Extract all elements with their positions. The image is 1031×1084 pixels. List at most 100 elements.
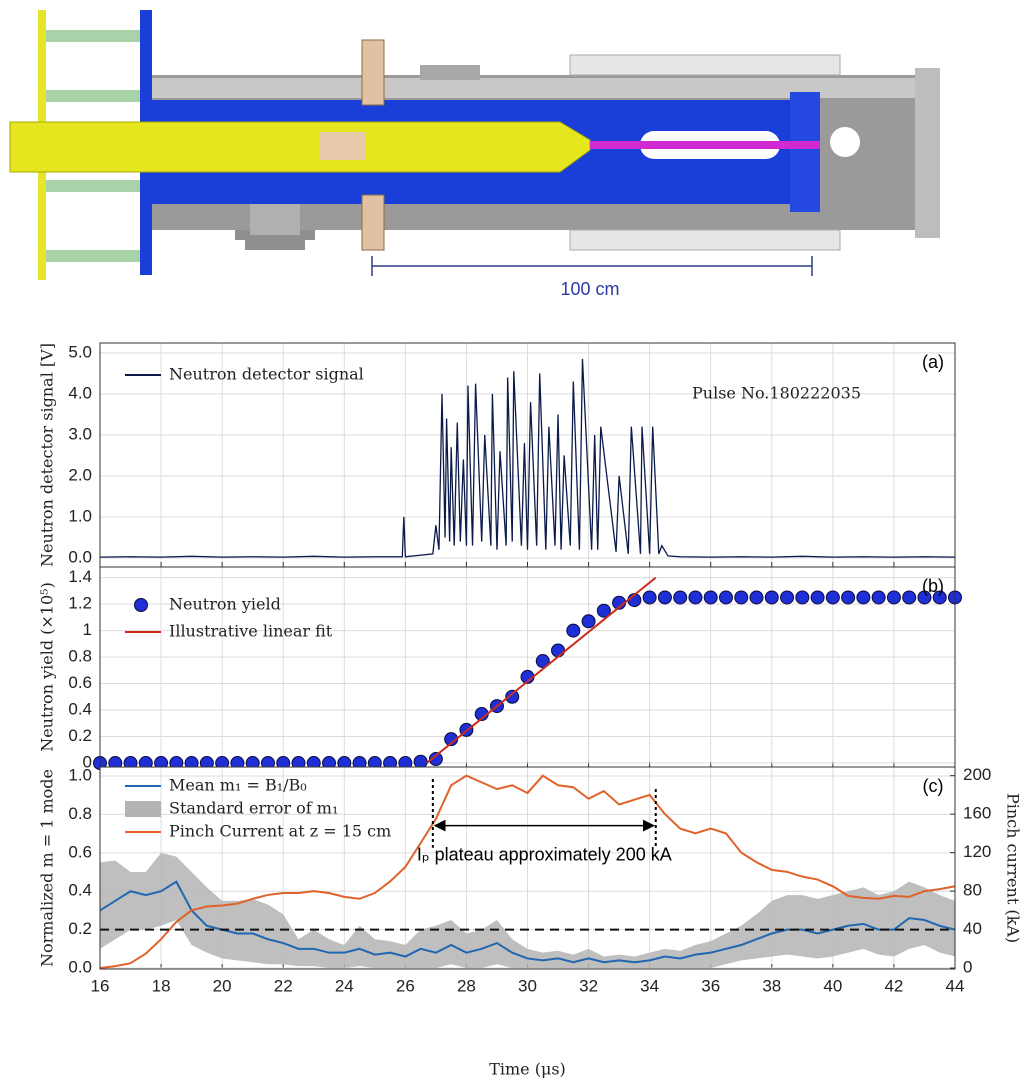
y-tick-label: 1.2 xyxy=(68,594,92,613)
y2-tick-label: 80 xyxy=(963,881,982,900)
x-tick-label: 30 xyxy=(518,976,537,995)
legend-swatch xyxy=(125,801,161,817)
port xyxy=(570,230,840,250)
window xyxy=(830,127,860,157)
panel-label: (c) xyxy=(923,776,944,796)
data-point xyxy=(811,591,824,604)
legend-label: Illustrative linear fit xyxy=(169,622,333,641)
y-tick-label: 0.6 xyxy=(68,842,92,861)
y-tick-label: 4.0 xyxy=(68,383,92,402)
data-point xyxy=(552,644,565,657)
feedthrough xyxy=(362,195,384,250)
data-point xyxy=(735,591,748,604)
x-tick-label: 22 xyxy=(274,976,293,995)
y2-tick-label: 40 xyxy=(963,919,982,938)
y-tick-label: 5.0 xyxy=(68,342,92,361)
data-point xyxy=(903,591,916,604)
figure: 100 cm 0.0 1.0 2.0 3.0 4.0 5.0 Neutron detecto… xyxy=(0,0,1031,1084)
vessel-highlight xyxy=(150,78,940,98)
y-axis-label: Neutron yield (×10⁵) xyxy=(38,582,57,752)
scale-label: 100 cm xyxy=(560,279,619,299)
y-tick-label: 0.8 xyxy=(68,647,92,666)
y2-tick-label: 160 xyxy=(963,804,991,823)
x-tick-label: 36 xyxy=(701,976,720,995)
y-tick-label: 0.0 xyxy=(68,547,92,566)
x-tick-label: 40 xyxy=(823,976,842,995)
data-point xyxy=(857,591,870,604)
page: {"diagram":{"scale_label":"100 cm"}, "ch… xyxy=(0,0,1031,1084)
y-tick-label: 0.0 xyxy=(68,958,92,977)
x-tick-label: 24 xyxy=(335,976,354,995)
data-point xyxy=(781,591,794,604)
legend-label: Pinch Current at z = 15 cm xyxy=(169,822,391,841)
legend-swatch xyxy=(135,599,148,612)
y-tick-label: 1 xyxy=(83,620,92,639)
insert xyxy=(320,132,365,160)
data-point xyxy=(567,624,580,637)
data-point xyxy=(826,591,839,604)
rod xyxy=(40,30,140,42)
x-tick-label: 28 xyxy=(457,976,476,995)
x-tick-label: 26 xyxy=(396,976,415,995)
y-tick-label: 0.4 xyxy=(68,881,92,900)
y-tick-label: 0.2 xyxy=(68,726,92,745)
data-point xyxy=(704,591,717,604)
data-point xyxy=(414,755,427,768)
y-tick-label: 0.2 xyxy=(68,919,92,938)
legend-label: Neutron detector signal xyxy=(169,365,364,384)
y-tick-label: 0.8 xyxy=(68,804,92,823)
data-point xyxy=(887,591,900,604)
y-tick-label: 2.0 xyxy=(68,465,92,484)
data-point xyxy=(689,591,702,604)
y-axis-label: Normalized m = 1 mode xyxy=(38,769,57,967)
annotation: Pulse No.180222035 xyxy=(692,384,861,403)
x-tick-label: 18 xyxy=(152,976,171,995)
data-point xyxy=(750,591,763,604)
panel-label: (b) xyxy=(922,576,944,596)
data-point xyxy=(796,591,809,604)
data-point xyxy=(643,591,656,604)
legend-label: Mean m₁ = B₁/B₀ xyxy=(169,776,307,795)
panel-label: (a) xyxy=(922,352,944,372)
y2-tick-label: 200 xyxy=(963,765,991,784)
inner-electrode xyxy=(10,122,590,172)
legend-label: Standard error of m₁ xyxy=(169,799,338,818)
x-tick-label: 44 xyxy=(946,976,965,995)
y-tick-label: 3.0 xyxy=(68,424,92,443)
y-tick-label: 1.0 xyxy=(68,766,92,785)
y-tick-label: 1.0 xyxy=(68,506,92,525)
rod xyxy=(40,180,140,192)
y-axis-label: Neutron detector signal [V] xyxy=(38,343,57,567)
data-point xyxy=(842,591,855,604)
plateau-label: Iₚ plateau approximately 200 kA xyxy=(417,844,672,864)
x-tick-label: 42 xyxy=(884,976,903,995)
x-tick-label: 16 xyxy=(91,976,110,995)
flange xyxy=(420,65,480,80)
data-point xyxy=(872,591,885,604)
y2-tick-label: 0 xyxy=(963,958,972,977)
data-point xyxy=(582,615,595,628)
device-diagram: 100 cm xyxy=(10,10,940,299)
y2-axis-label: Pinch current (kA) xyxy=(1004,793,1023,943)
x-axis-label: Time (μs) xyxy=(489,1060,566,1079)
y2-tick-label: 120 xyxy=(963,842,991,861)
y-tick-label: 0.6 xyxy=(68,673,92,692)
end-plate xyxy=(790,92,820,212)
data-point xyxy=(719,591,732,604)
legend-label: Neutron yield xyxy=(169,595,281,614)
data-point xyxy=(765,591,778,604)
rod xyxy=(40,90,140,102)
x-tick-label: 32 xyxy=(579,976,598,995)
x-tick-label: 38 xyxy=(762,976,781,995)
plasma xyxy=(590,141,820,149)
x-tick-label: 34 xyxy=(640,976,659,995)
y-tick-label: 0.4 xyxy=(68,700,92,719)
x-tick-label: 20 xyxy=(213,976,232,995)
rod xyxy=(40,250,140,262)
feedthrough xyxy=(362,40,384,105)
data-point xyxy=(674,591,687,604)
port xyxy=(570,55,840,75)
data-point xyxy=(658,591,671,604)
end-flange xyxy=(915,68,940,238)
y-tick-label: 1.4 xyxy=(68,567,92,586)
